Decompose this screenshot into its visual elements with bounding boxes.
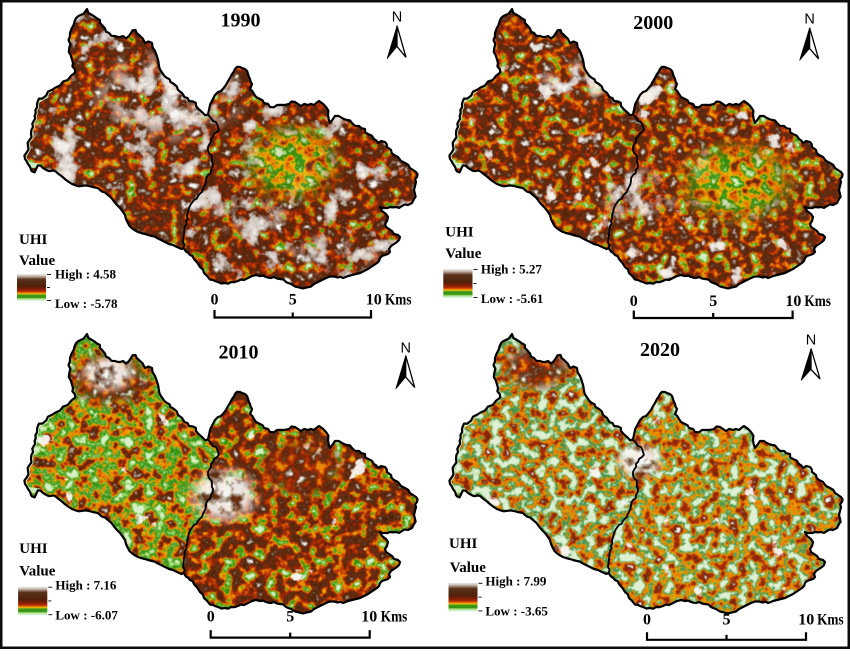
svg-text:0: 0 xyxy=(211,292,219,309)
svg-text:10: 10 xyxy=(366,292,382,309)
svg-text:High : 5.27: High : 5.27 xyxy=(481,262,543,277)
svg-text:UHI: UHI xyxy=(449,536,478,552)
svg-text:Kms: Kms xyxy=(817,611,844,628)
svg-text:Kms: Kms xyxy=(381,608,408,625)
svg-text:UHI: UHI xyxy=(445,225,474,241)
svg-text:10: 10 xyxy=(361,608,377,625)
svg-text:Value: Value xyxy=(19,563,55,579)
svg-text:0: 0 xyxy=(207,608,215,625)
svg-text:N: N xyxy=(804,12,814,28)
svg-text:N: N xyxy=(400,341,410,357)
svg-text:Kms: Kms xyxy=(804,293,831,310)
svg-text:High : 4.58: High : 4.58 xyxy=(55,267,117,282)
svg-text:2010: 2010 xyxy=(219,342,259,364)
svg-text:1990: 1990 xyxy=(221,10,261,32)
svg-text:Value: Value xyxy=(445,246,481,262)
svg-text:10: 10 xyxy=(798,611,814,628)
svg-text:Low : -5.78: Low : -5.78 xyxy=(55,296,118,311)
svg-text:5: 5 xyxy=(709,293,717,310)
svg-text:Value: Value xyxy=(19,253,55,269)
svg-text:Low : -6.07: Low : -6.07 xyxy=(55,608,118,623)
svg-text:Value: Value xyxy=(450,560,486,576)
svg-text:High : 7.16: High : 7.16 xyxy=(55,578,117,593)
svg-text:5: 5 xyxy=(289,292,297,309)
svg-text:N: N xyxy=(392,10,402,26)
svg-text:10: 10 xyxy=(785,293,801,310)
svg-text:UHI: UHI xyxy=(19,541,48,557)
svg-text:High : 7.99: High : 7.99 xyxy=(485,574,547,589)
svg-text:Low : -5.61: Low : -5.61 xyxy=(481,291,543,306)
svg-text:0: 0 xyxy=(630,293,638,310)
svg-text:2020: 2020 xyxy=(640,339,680,361)
svg-text:5: 5 xyxy=(723,611,731,628)
svg-text:N: N xyxy=(806,333,816,349)
svg-text:Low : -3.65: Low : -3.65 xyxy=(485,604,548,619)
svg-text:0: 0 xyxy=(643,611,651,628)
svg-text:UHI: UHI xyxy=(19,232,48,248)
svg-text:5: 5 xyxy=(286,608,294,625)
svg-text:2000: 2000 xyxy=(633,12,673,34)
svg-text:Kms: Kms xyxy=(385,292,412,309)
